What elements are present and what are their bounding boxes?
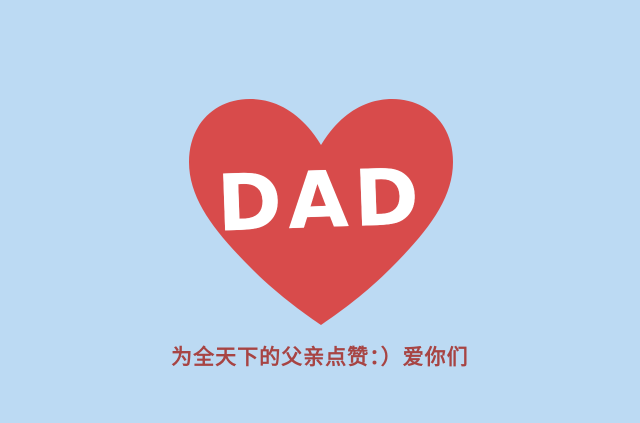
heart-shape bbox=[189, 99, 453, 325]
caption-text: 为全天下的父亲点赞：）爱你们 bbox=[171, 345, 469, 369]
heart-label: DAD bbox=[215, 152, 427, 250]
heart-graphic: DAD bbox=[185, 95, 457, 327]
